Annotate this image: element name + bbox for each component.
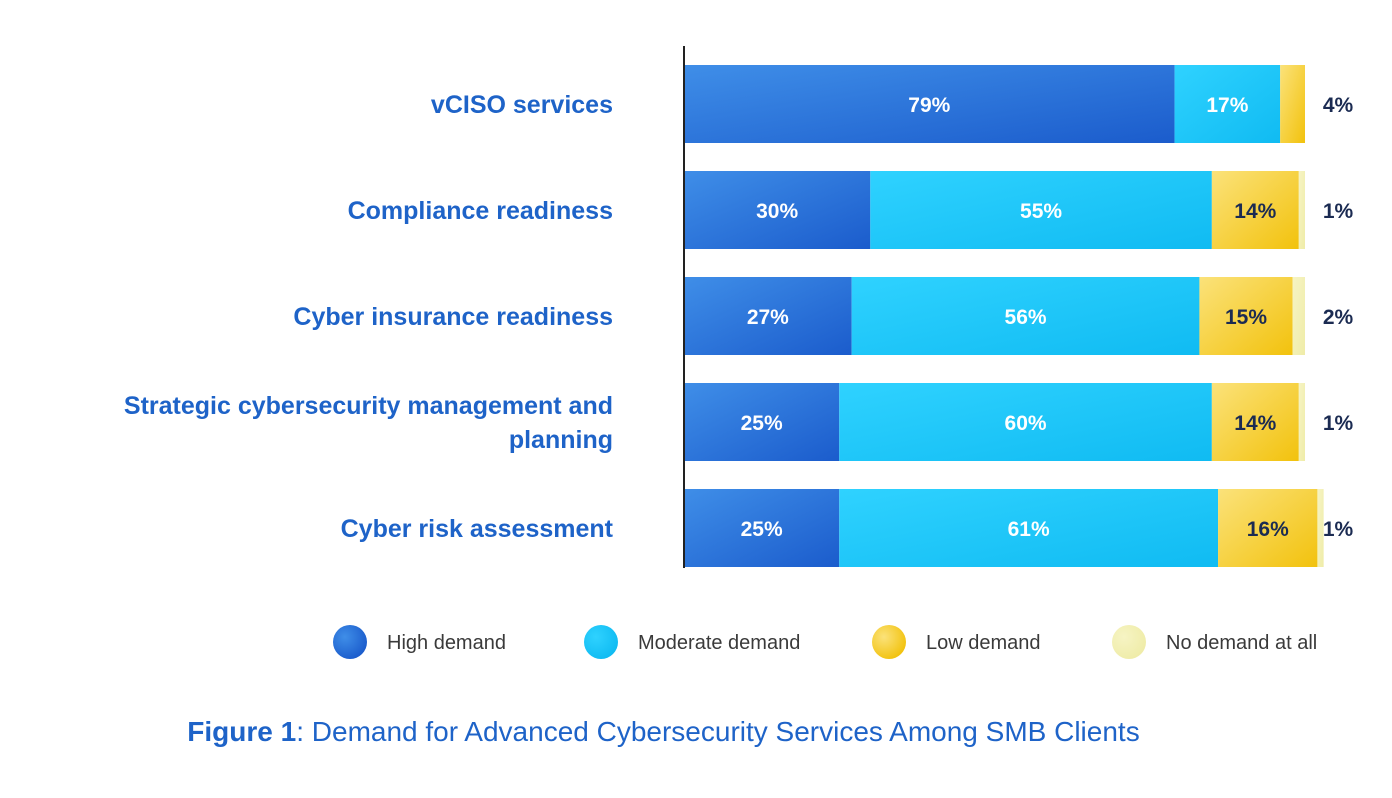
category-label: Cyber insurance readiness <box>293 303 613 331</box>
category-label: vCISO services <box>431 91 613 119</box>
segment-label-moderate-demand: 56% <box>1005 306 1047 329</box>
legend-item-high-demand: High demand <box>333 625 506 659</box>
bar-segment-high-demand <box>684 383 840 461</box>
bar-segment-moderate-demand <box>870 171 1212 249</box>
segment-label-moderate-demand: 17% <box>1206 94 1248 117</box>
segment-label-low-demand: 15% <box>1225 306 1267 329</box>
segment-label-moderate-demand: 61% <box>1008 518 1050 541</box>
caption-bold: Figure 1 <box>187 716 297 747</box>
segment-label-high-demand: 25% <box>741 518 783 541</box>
legend-item-no-demand-at-all: No demand at all <box>1112 625 1317 659</box>
bar-segment-no-demand-at-all <box>1292 277 1305 355</box>
bar-segment-low-demand <box>1199 277 1293 355</box>
outside-label: 2% <box>1323 306 1354 329</box>
legend-swatch-no-demand-at-all <box>1112 625 1146 659</box>
legend-label: Moderate demand <box>638 632 800 654</box>
segment-label-high-demand: 79% <box>908 94 950 117</box>
legend-swatch-low-demand <box>872 625 906 659</box>
bar-segment-moderate-demand <box>1174 65 1281 143</box>
caption-text: : Demand for Advanced Cybersecurity Serv… <box>296 716 1140 747</box>
segment-label-high-demand: 25% <box>741 412 783 435</box>
legend-label: High demand <box>387 632 506 654</box>
segment-label-high-demand: 30% <box>756 200 798 223</box>
legend-label: Low demand <box>926 632 1041 654</box>
segment-label-moderate-demand: 60% <box>1005 412 1047 435</box>
segment-label-high-demand: 27% <box>747 306 789 329</box>
bar-segment-low-demand <box>1211 383 1299 461</box>
bar-segment-high-demand <box>684 489 840 567</box>
bar-segment-low-demand <box>1211 171 1299 249</box>
segment-label-low-demand: 16% <box>1247 518 1289 541</box>
legend-swatch-moderate-demand <box>584 625 618 659</box>
bars-layer <box>684 65 1324 567</box>
legend-item-moderate-demand: Moderate demand <box>584 625 800 659</box>
segment-label-moderate-demand: 55% <box>1020 200 1062 223</box>
category-label: Compliance readiness <box>348 197 613 225</box>
bar-segment-high-demand <box>684 65 1175 143</box>
bar-segment-low-demand <box>1280 65 1305 143</box>
bar-segment-no-demand-at-all <box>1298 171 1305 249</box>
bar-segment-high-demand <box>684 277 852 355</box>
bar-segment-moderate-demand <box>839 383 1212 461</box>
legend-item-low-demand: Low demand <box>872 625 1041 659</box>
figure-caption: Figure 1: Demand for Advanced Cybersecur… <box>0 716 1327 748</box>
bar-segment-moderate-demand <box>839 489 1219 567</box>
bar-segment-no-demand-at-all <box>1317 489 1324 567</box>
outside-label: 1% <box>1323 200 1354 223</box>
category-label: Cyber risk assessment <box>341 515 614 543</box>
bar-segment-no-demand-at-all <box>1298 383 1305 461</box>
outside-label: 1% <box>1323 518 1354 541</box>
segment-label-low-demand: 14% <box>1234 200 1276 223</box>
bar-segment-high-demand <box>684 171 871 249</box>
labels-layer: vCISO services 79% 17% 4% Compliance readine… <box>124 91 1354 543</box>
bar-segment-moderate-demand <box>851 277 1200 355</box>
bar-segment-low-demand <box>1218 489 1318 567</box>
legend: High demand Moderate demand Low demand No d… <box>333 625 1317 659</box>
segment-label-low-demand: 14% <box>1234 412 1276 435</box>
legend-label: No demand at all <box>1166 632 1317 654</box>
outside-label: 1% <box>1323 412 1354 435</box>
legend-swatch-high-demand <box>333 625 367 659</box>
category-label: Strategic cybersecurity management and pl… <box>124 392 613 454</box>
outside-label: 4% <box>1323 94 1354 117</box>
